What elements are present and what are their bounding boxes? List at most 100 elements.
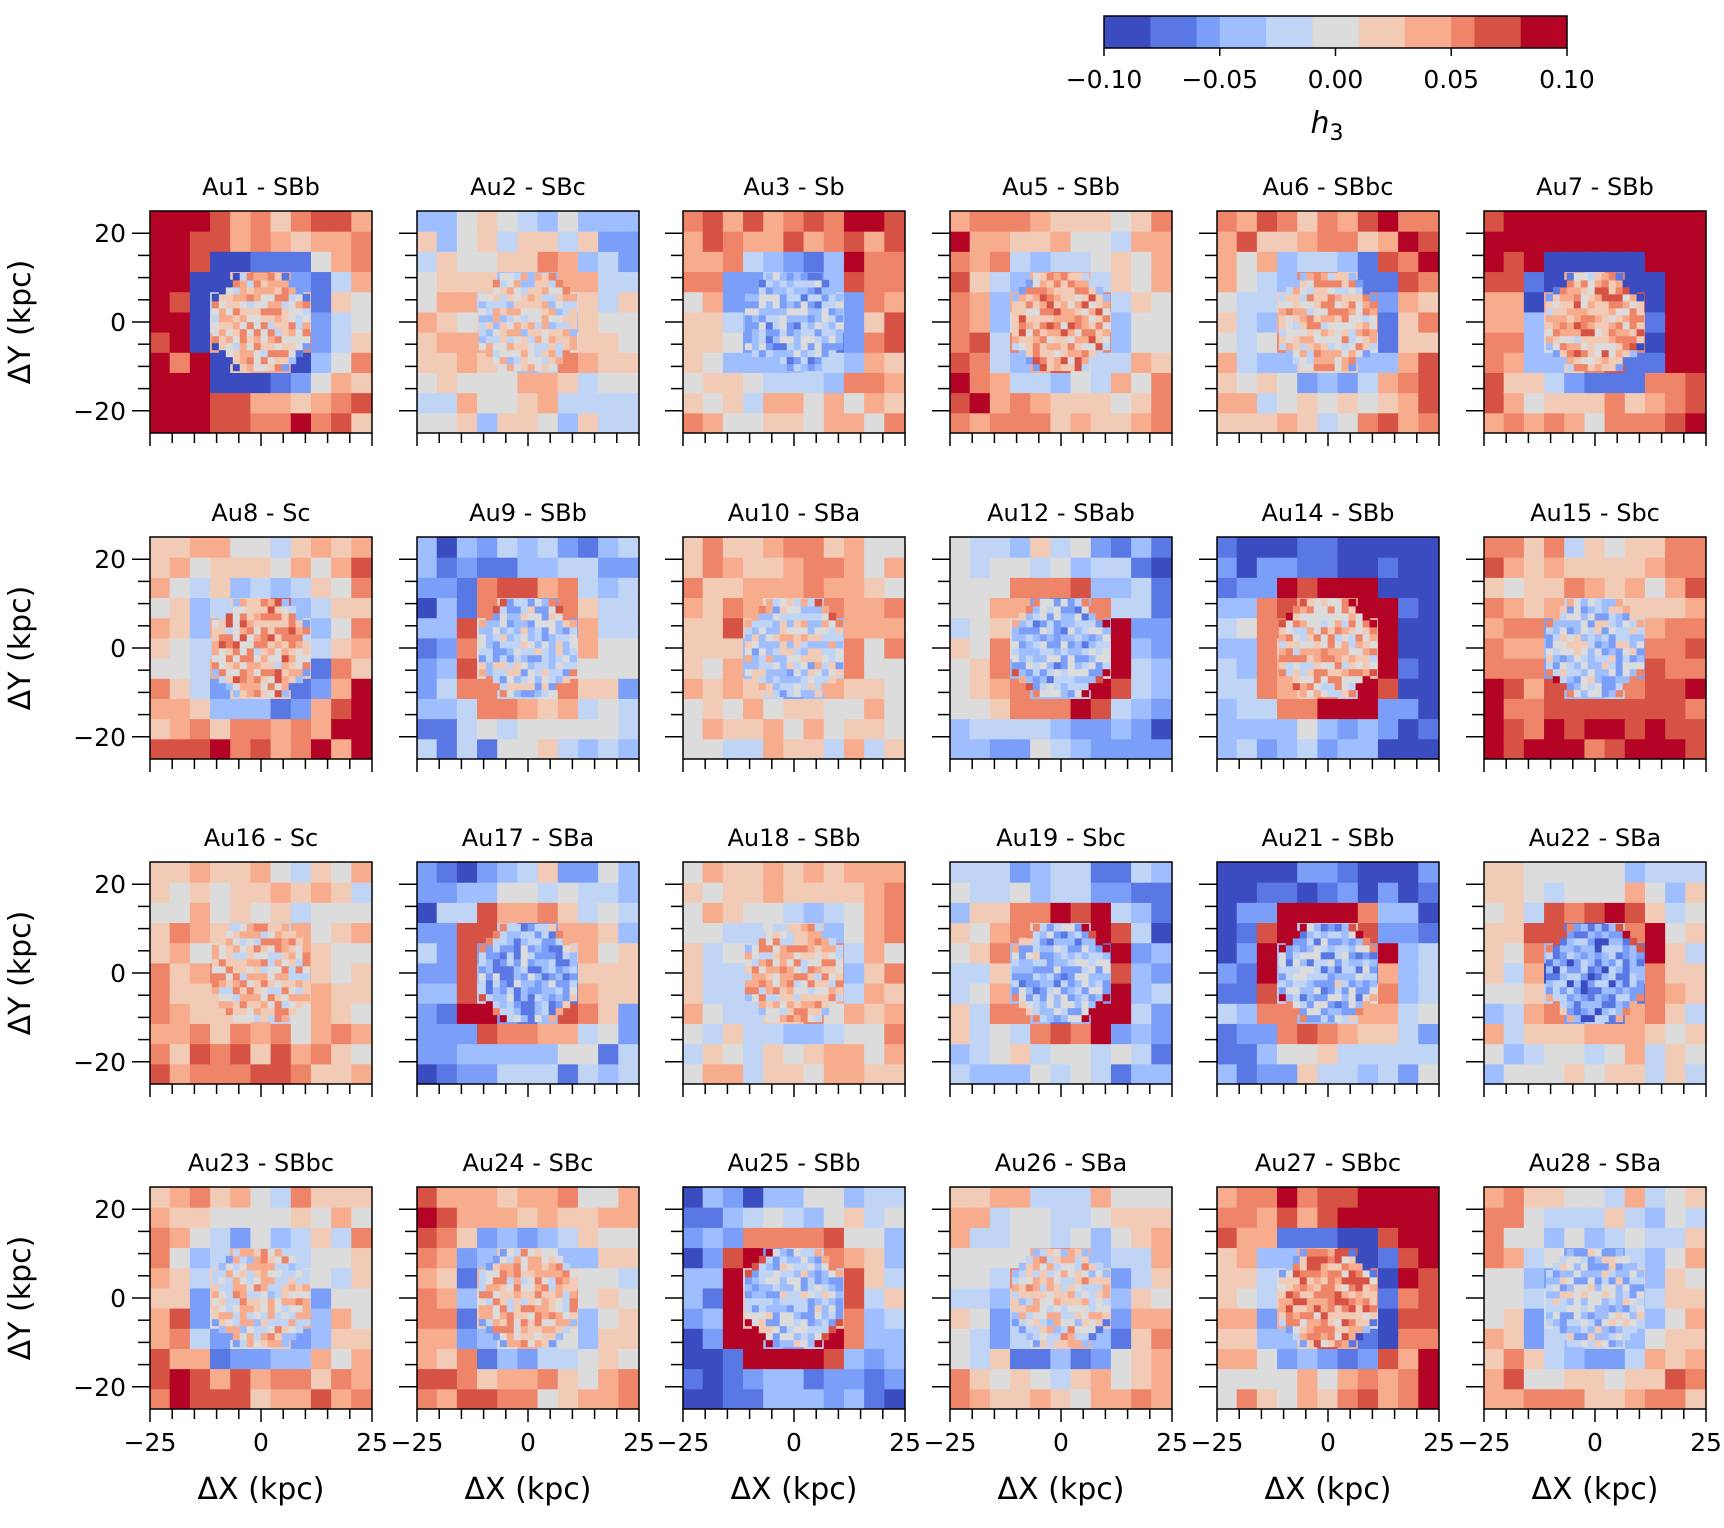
heatmap-cell	[1313, 321, 1322, 330]
heatmap-cell	[772, 937, 781, 946]
heatmap-cell	[803, 738, 825, 759]
heatmap-cell	[169, 412, 191, 433]
heatmap-cell	[1615, 356, 1624, 365]
heatmap-cell	[1074, 598, 1083, 607]
heatmap-cell	[821, 314, 830, 323]
heatmap-cell	[1060, 640, 1069, 649]
heatmap-cell	[779, 937, 788, 946]
heatmap-cell	[417, 617, 438, 639]
heatmap-cell	[513, 972, 522, 981]
heatmap-cell	[814, 356, 823, 365]
heatmap-cell	[1685, 576, 1706, 599]
heatmap-cell	[884, 617, 905, 639]
heatmap-cell	[218, 619, 227, 628]
heatmap-cell	[1046, 654, 1055, 663]
heatmap-cell	[1217, 230, 1238, 252]
heatmap-cell	[1418, 271, 1439, 293]
heatmap-cell	[800, 972, 809, 981]
heatmap-cell	[253, 321, 262, 330]
heatmap-cell	[210, 901, 232, 924]
heatmap-cell	[702, 250, 724, 273]
heatmap-cell	[765, 951, 774, 960]
heatmap-cell	[150, 657, 171, 679]
heatmap-cell	[548, 321, 557, 330]
heatmap-cell	[1306, 612, 1315, 621]
heatmap-cell	[1299, 689, 1308, 698]
heatmap-cell	[1074, 349, 1083, 358]
heatmap-cell	[950, 922, 971, 944]
heatmap-cell	[1503, 657, 1525, 679]
heatmap-cell	[310, 392, 333, 414]
heatmap-cell	[1032, 951, 1041, 960]
heatmap-cell	[1327, 328, 1336, 337]
heatmap-cell	[843, 1063, 866, 1084]
heatmap-cell	[557, 576, 579, 599]
heatmap-cell	[541, 923, 550, 932]
heatmap-cell	[803, 556, 825, 578]
heatmap-cell	[281, 612, 290, 621]
heatmap-cell	[274, 342, 283, 351]
heatmap-cell	[1081, 626, 1090, 635]
heatmap-cell	[864, 617, 886, 639]
heatmap-cell	[1053, 626, 1062, 635]
heatmap-cell	[225, 314, 234, 323]
heatmap-cell	[783, 1043, 805, 1065]
heatmap-cells	[1484, 537, 1706, 759]
heatmap-cell	[1636, 342, 1645, 351]
heatmap-cell	[492, 951, 501, 960]
heatmap-cell	[823, 738, 845, 759]
heatmap-cell	[478, 321, 487, 330]
heatmap-cell	[744, 640, 753, 649]
heatmap-cell	[803, 1043, 825, 1065]
heatmap-cell	[1053, 328, 1062, 337]
heatmap-cell	[169, 250, 191, 273]
heatmap-cell	[864, 351, 886, 373]
heatmap-cell	[803, 230, 825, 252]
heatmap-cell	[331, 982, 353, 1004]
heatmap-cell	[1398, 250, 1420, 273]
heatmap-cell	[618, 291, 639, 313]
heatmap-cell	[1032, 619, 1041, 628]
heatmap-cell	[351, 597, 372, 619]
heatmap-cell	[843, 331, 866, 353]
heatmap-cell	[436, 250, 458, 273]
heatmap-cell	[1313, 335, 1322, 344]
heatmap-cell	[1644, 211, 1667, 232]
heatmap-cell	[1236, 351, 1258, 373]
heatmap-cell	[513, 314, 522, 323]
heatmap-cell	[765, 314, 774, 323]
heatmap-cell	[751, 640, 760, 649]
heatmap-cell	[246, 335, 255, 344]
heatmap-cell	[1046, 349, 1055, 358]
heatmap-cell	[1032, 279, 1041, 288]
heatmap-cell	[989, 1043, 1012, 1065]
heatmap-cell	[331, 637, 353, 659]
heatmap-cell	[1306, 605, 1315, 614]
heatmap-cell	[758, 979, 767, 988]
heatmap-cell	[1357, 718, 1379, 740]
heatmap-cell	[281, 633, 290, 642]
heatmap-cell	[1299, 612, 1308, 621]
heatmap-cell	[513, 993, 522, 1002]
heatmap-cell	[290, 412, 312, 433]
heatmap-cell	[1067, 335, 1076, 344]
heatmap-cell	[225, 612, 234, 621]
heatmap-cell	[1608, 286, 1617, 295]
heatmap-cell	[1299, 307, 1308, 316]
heatmap-cell	[1573, 335, 1582, 344]
heatmap-cell	[864, 412, 886, 433]
heatmap-cell	[969, 392, 991, 414]
heatmap-cell	[1601, 675, 1610, 684]
heatmap-cell	[722, 1063, 745, 1084]
heatmap-cell	[253, 314, 262, 323]
heatmap-cell	[1587, 349, 1596, 358]
heatmap-cell	[1398, 412, 1420, 433]
heatmap-cell	[779, 356, 788, 365]
heatmap-cell	[1523, 718, 1546, 740]
heatmap-cell	[210, 230, 232, 252]
heatmap-cell	[218, 937, 227, 946]
heatmap-cell	[950, 371, 971, 394]
heatmap-cell	[843, 1043, 866, 1065]
heatmap-cell	[288, 930, 297, 939]
heatmap-cell	[267, 640, 276, 649]
